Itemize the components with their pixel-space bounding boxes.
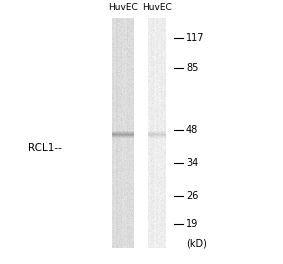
Text: HuvEC: HuvEC [108, 3, 138, 12]
Text: 48: 48 [186, 125, 198, 135]
Text: (kD): (kD) [186, 238, 207, 248]
Text: 19: 19 [186, 219, 198, 229]
Text: 85: 85 [186, 63, 198, 73]
Text: 117: 117 [186, 33, 205, 43]
Text: HuvEC: HuvEC [142, 3, 172, 12]
Text: 34: 34 [186, 158, 198, 168]
Text: RCL1--: RCL1-- [28, 143, 62, 153]
Text: 26: 26 [186, 191, 198, 201]
